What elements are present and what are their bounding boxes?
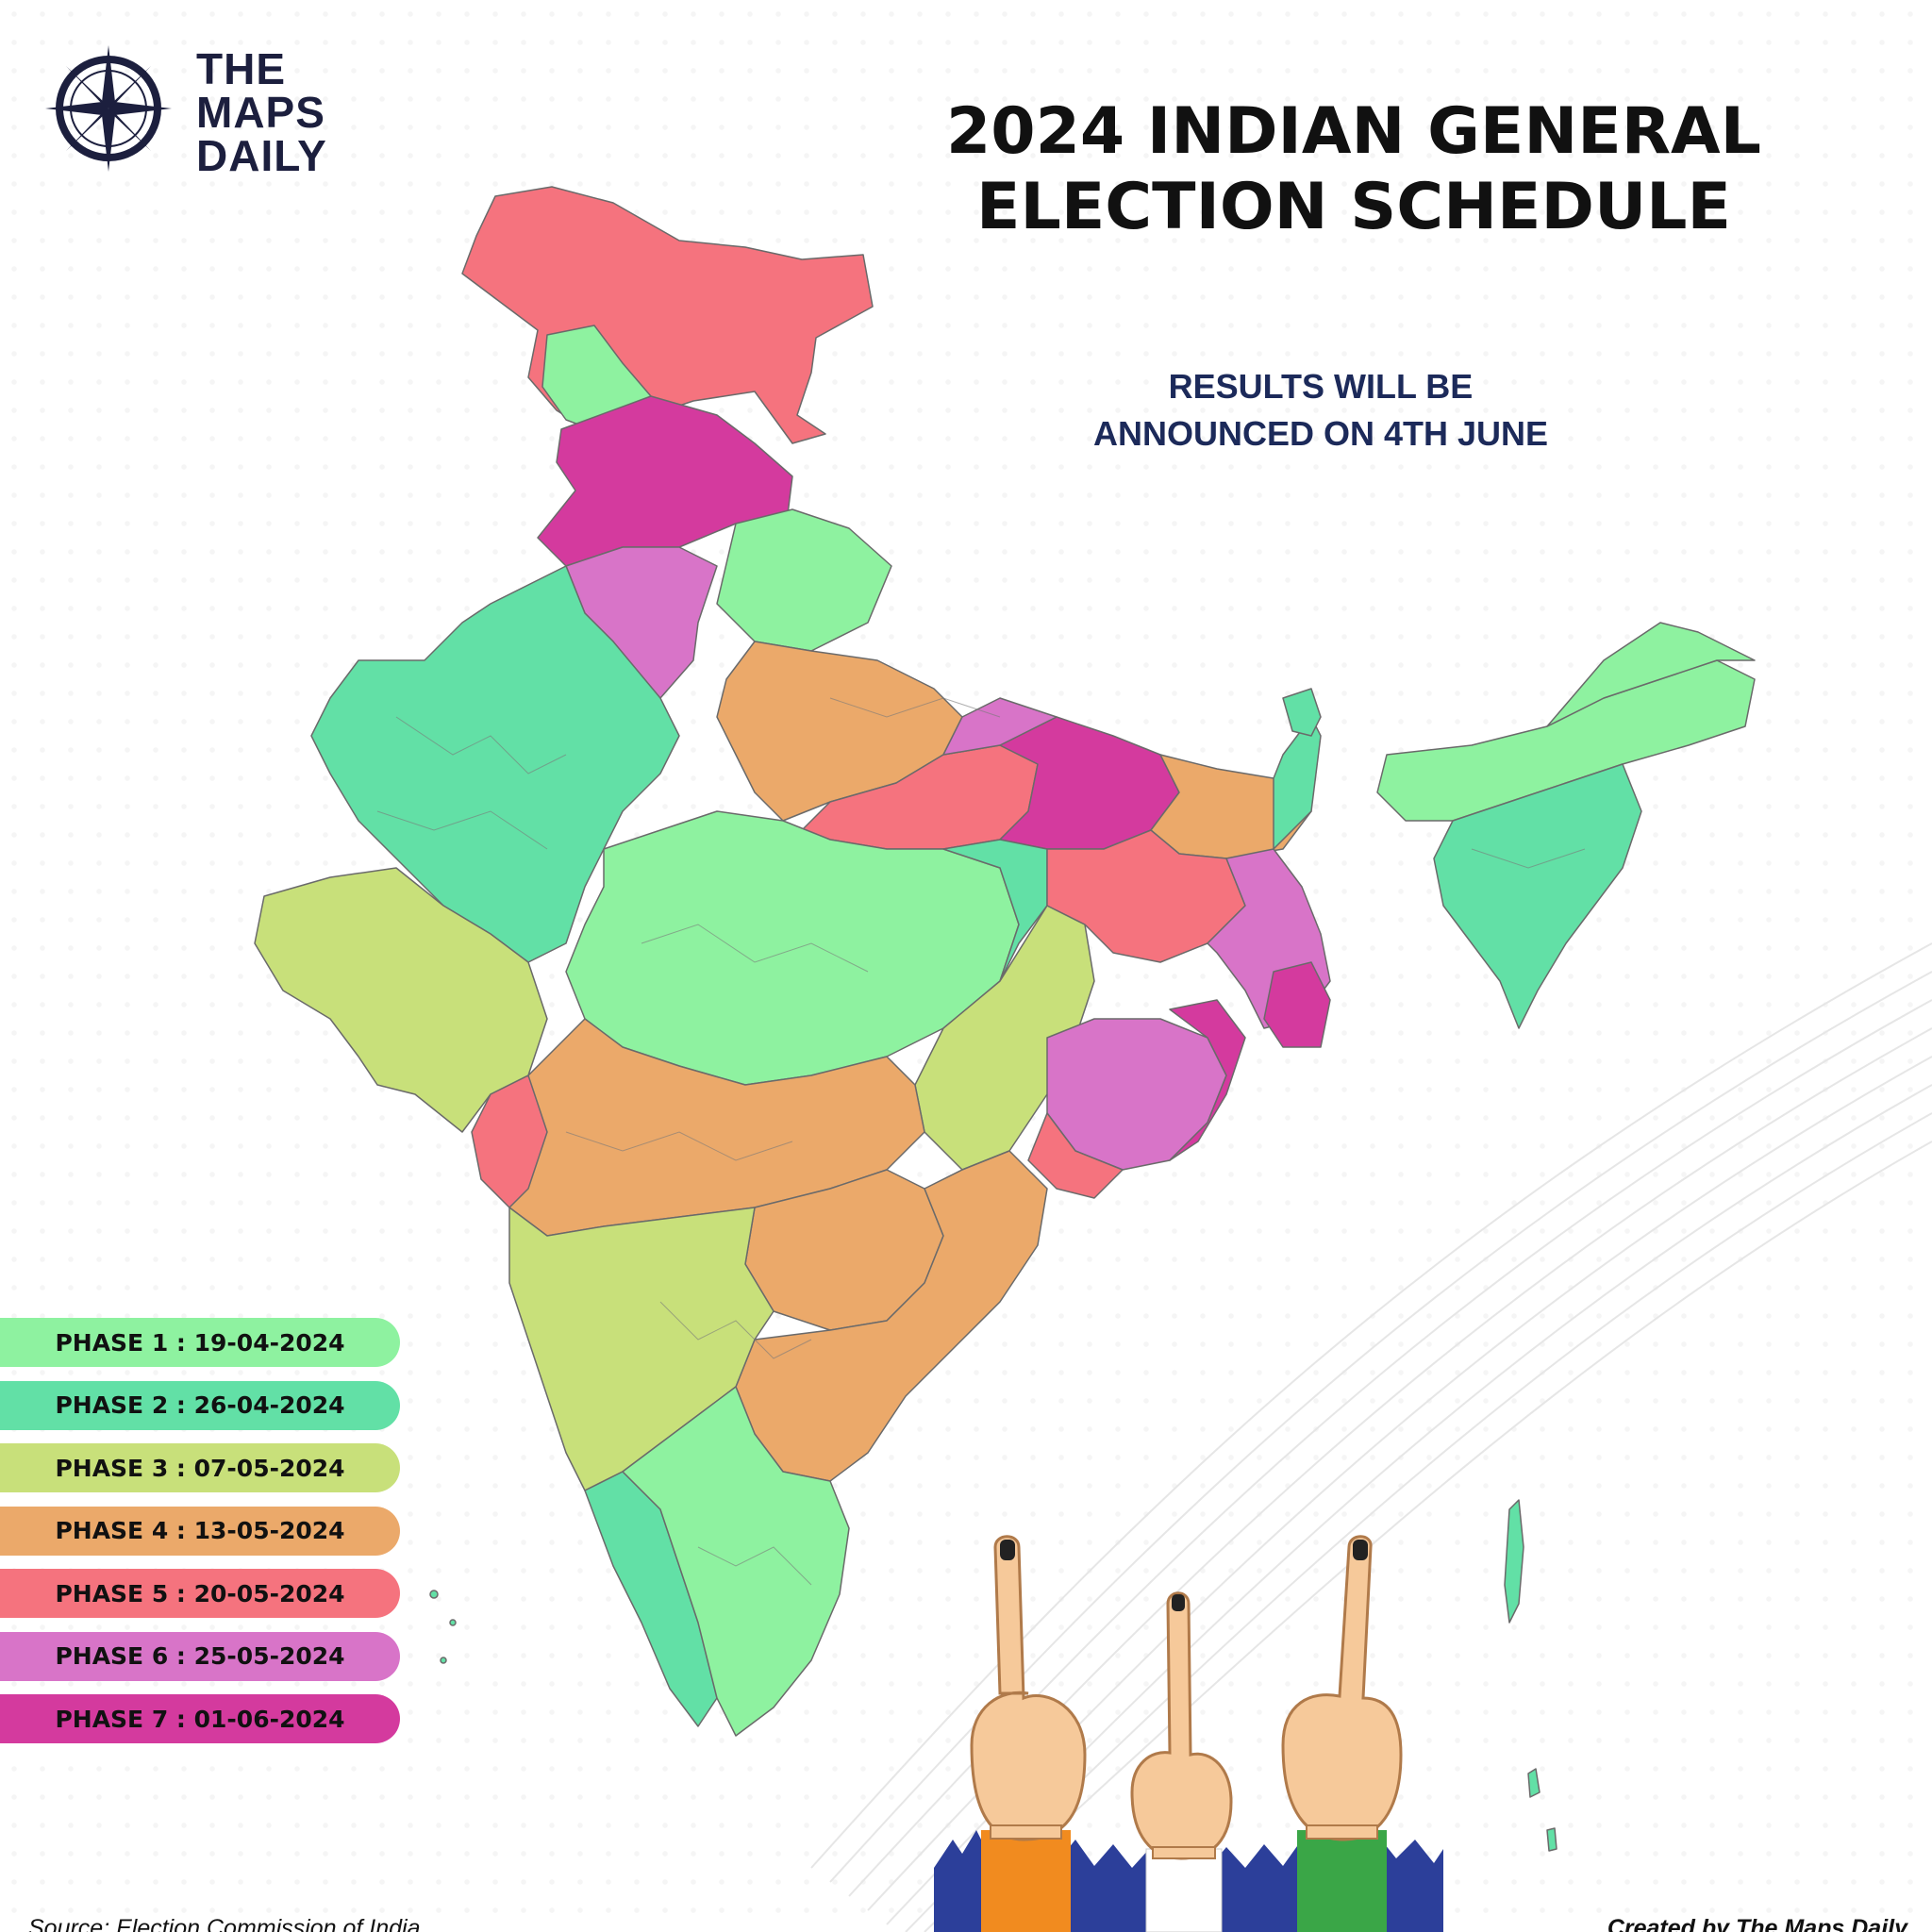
region-tamil-nadu [622, 1386, 850, 1737]
region-northeast-south [1433, 763, 1642, 1029]
results-note-line-2: ANNOUNCED ON 4TH JUNE [1092, 414, 1549, 453]
title-line-1: 2024 INDIAN GENERAL [945, 94, 1762, 169]
region-uttarakhand [716, 508, 892, 652]
legend-item-phase-2: PHASE 2 : 26-04-2024 [0, 1380, 400, 1430]
credit-note: Created by The Maps Daily [1607, 1915, 1907, 1932]
region-uttar-pradesh-east2 [942, 697, 1058, 756]
legend-item-phase-5: PHASE 5 : 20-05-2024 [0, 1569, 400, 1618]
legend-item-phase-4: PHASE 4 : 13-05-2024 [0, 1506, 400, 1556]
legend-item-phase-3: PHASE 3 : 07-05-2024 [0, 1443, 400, 1492]
legend-item-phase-1: PHASE 1 : 19-04-2024 [0, 1318, 400, 1367]
region-lakshadweep [429, 1590, 457, 1664]
brand-logo: THE MAPS DAILY [38, 38, 349, 189]
results-note-line-1: RESULTS WILL BE [1168, 367, 1474, 406]
source-note: Source: Election Commission of India [28, 1915, 421, 1932]
region-sikkim [1282, 688, 1322, 737]
brand-line-3: DAILY [196, 131, 327, 180]
region-odisha-coast [1169, 999, 1246, 1161]
brand-name: THE MAPS DAILY [196, 47, 327, 177]
region-odisha-south [1027, 1112, 1124, 1199]
legend-item-phase-6: PHASE 6 : 25-05-2024 [0, 1631, 400, 1681]
legend-item-phase-7: PHASE 7 : 01-06-2024 [0, 1694, 400, 1743]
region-andaman-nicobar [1504, 1499, 1557, 1852]
region-punjab [537, 395, 793, 567]
results-note: RESULTS WILL BE ANNOUNCED ON 4TH JUNE [981, 363, 1660, 458]
region-odisha [1046, 1018, 1227, 1171]
compass-rose-icon [45, 45, 172, 172]
region-kolkata [1263, 961, 1331, 1048]
brand-line-2: MAPS [196, 88, 325, 137]
region-arunachal [1546, 622, 1756, 727]
brand-line-1: THE [196, 44, 286, 93]
region-mp-east [942, 839, 1048, 982]
district-boundaries [376, 697, 1586, 1586]
phase-legend: PHASE 1 : 19-04-2024 PHASE 2 : 26-04-2024… [0, 1318, 406, 1757]
title-line-2: ELECTION SCHEDULE [976, 170, 1731, 244]
voting-inked-finger-hands-icon [934, 1535, 1443, 1932]
region-maharashtra-west [471, 1074, 548, 1208]
page-title: 2024 INDIAN GENERAL ELECTION SCHEDULE [849, 94, 1858, 245]
